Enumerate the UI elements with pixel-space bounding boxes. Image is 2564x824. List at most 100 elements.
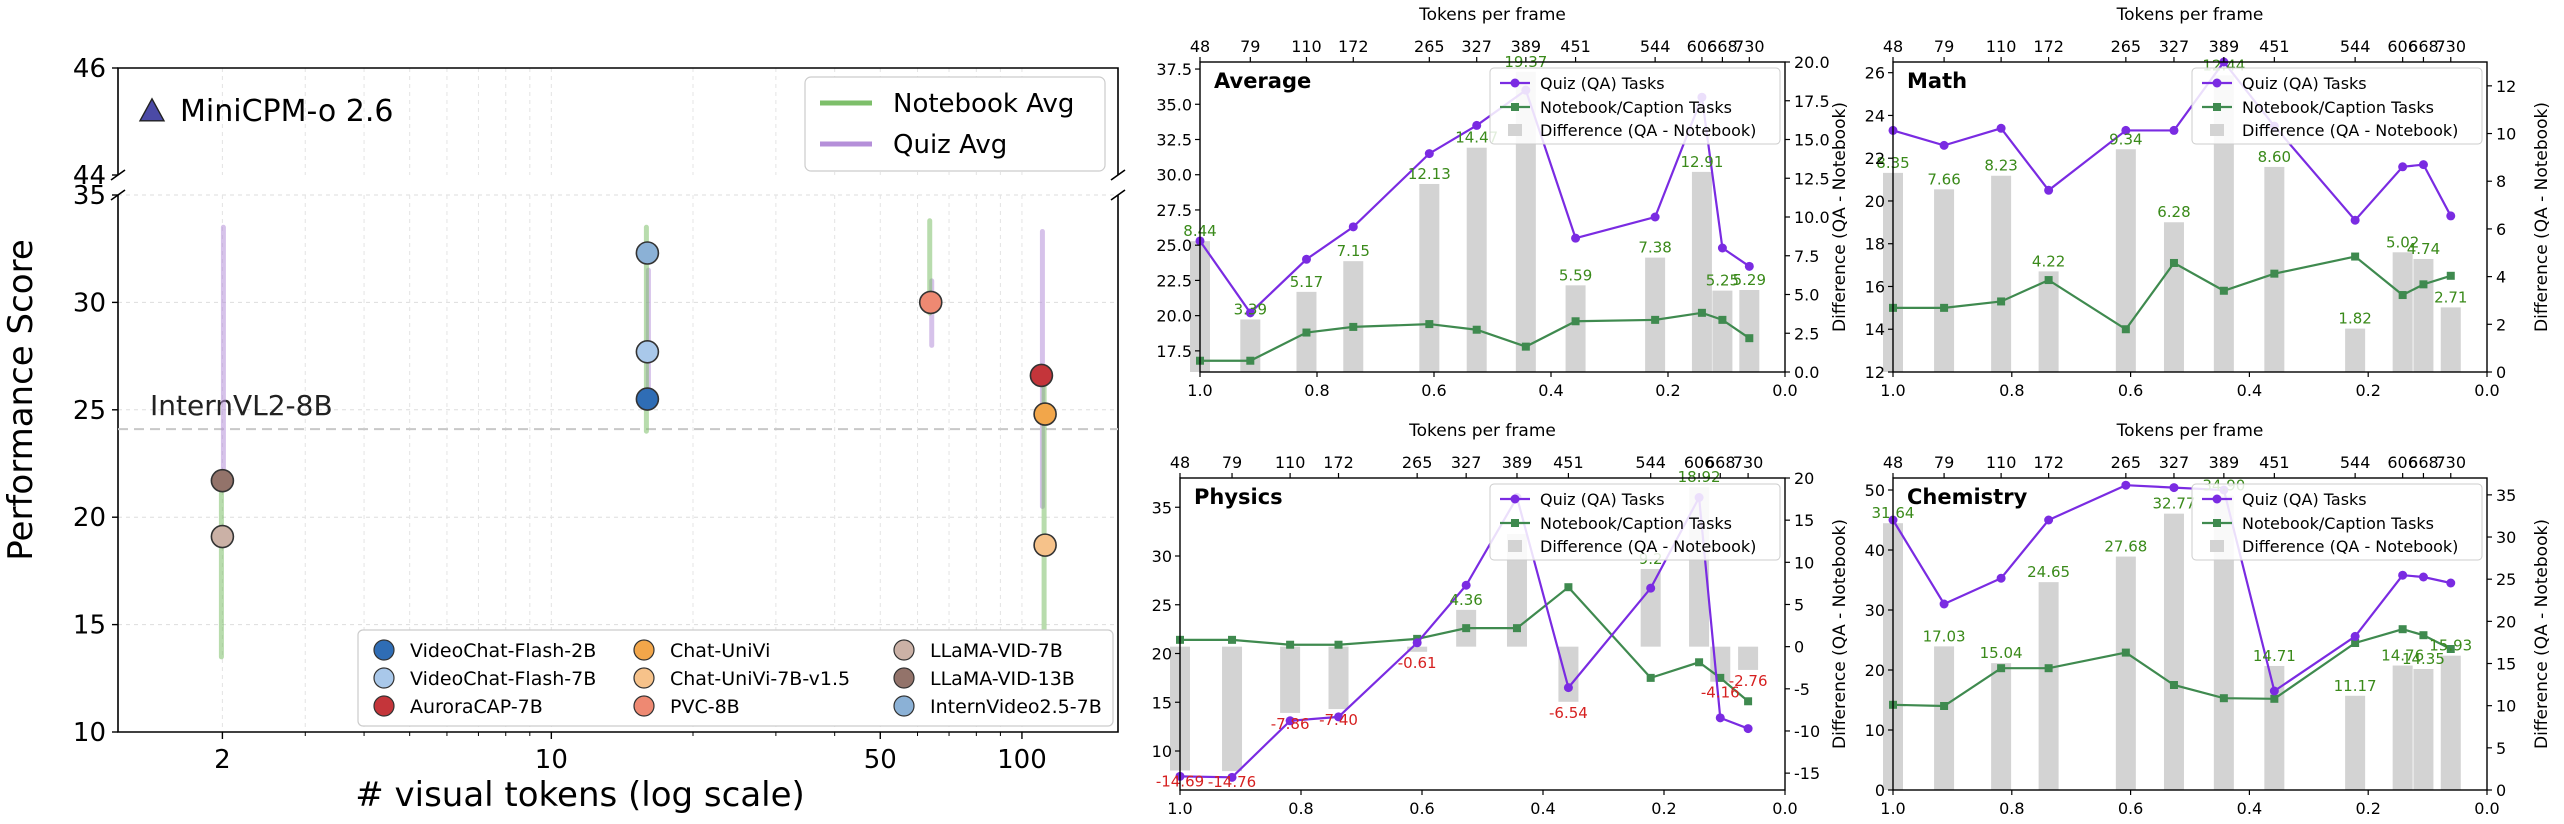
- difference-bar: [1328, 646, 1349, 710]
- top-tick-label: 327: [2159, 37, 2190, 56]
- legend-label: LLaMA-VID-13B: [930, 668, 1075, 690]
- difference-label: 11.17: [2334, 677, 2377, 695]
- notebook-point: [1716, 673, 1725, 682]
- legend-marker: [373, 667, 395, 689]
- notebook-point: [1228, 635, 1237, 644]
- top-tick-label: 79: [1222, 453, 1242, 472]
- y-tick-label: 17.5: [1156, 342, 1192, 361]
- y-tick-label: 25.0: [1156, 236, 1192, 255]
- difference-bar: [2115, 149, 2136, 372]
- difference-label: -2.76: [1729, 672, 1768, 690]
- difference-bar: [2345, 695, 2366, 790]
- y2-tick-label: 15.0: [1794, 131, 1830, 150]
- quiz-point: [1717, 243, 1727, 253]
- legend-marker: [633, 695, 655, 717]
- difference-bar: [2264, 665, 2285, 790]
- legend-marker: [633, 639, 655, 661]
- legend-box: [2191, 483, 2483, 561]
- top-tick-label: 110: [1986, 453, 2017, 472]
- quiz-point: [1412, 638, 1422, 648]
- panel-physics: -14.69-14.76-7.86-7.40-0.614.36-6.549.21…: [1152, 421, 1850, 818]
- difference-label: 1.82: [2338, 310, 2371, 328]
- difference-bar: [1343, 261, 1364, 372]
- y2-tick-label: 10: [2496, 697, 2516, 716]
- top-tick-label: 730: [1733, 453, 1764, 472]
- panel-chemistry: 31.6417.0315.0424.6527.6832.7734.9014.71…: [1865, 421, 2552, 818]
- y2-tick-label: 0: [2496, 781, 2506, 800]
- legend-marker-notebook: [1511, 103, 1519, 111]
- y-tick-label: 46: [73, 54, 106, 84]
- y-tick-label: 15: [73, 611, 106, 641]
- difference-label: 5.25: [1706, 272, 1739, 290]
- top-tick-label: 265: [2111, 37, 2142, 56]
- difference-bar: [2345, 328, 2366, 372]
- y-tick-label: 10: [1152, 742, 1172, 761]
- panel-title: Chemistry: [1907, 485, 2028, 509]
- notebook-point: [1472, 325, 1481, 334]
- quiz-point: [1996, 573, 2006, 583]
- notebook-point: [1718, 315, 1727, 324]
- quiz-point: [1715, 713, 1725, 723]
- quiz-point: [2121, 125, 2131, 135]
- notebook-point: [1246, 356, 1255, 365]
- legend-models: VideoChat-Flash-2B VideoChat-Flash-7B Auro…: [357, 629, 1114, 727]
- data-point: [635, 241, 660, 265]
- top-tick-label: 327: [1461, 37, 1492, 56]
- y-tick-label: 20.0: [1156, 307, 1192, 326]
- top-tick-label: 730: [2435, 453, 2466, 472]
- y2-tick-label: 2.5: [1794, 324, 1819, 343]
- notebook-point: [2398, 625, 2407, 634]
- notebook-point: [1571, 317, 1580, 326]
- difference-bar: [2213, 75, 2234, 372]
- quiz-point: [2044, 515, 2054, 525]
- y2-tick-label: 10: [1794, 553, 1814, 572]
- panel-legend: Quiz (QA) Tasks Notebook/Caption Tasks Dif…: [1489, 67, 1781, 145]
- notebook-point: [1651, 315, 1660, 324]
- top-tick-label: 172: [2033, 37, 2064, 56]
- notebook-point: [1940, 702, 1949, 710]
- difference-label: 5.59: [1559, 266, 1592, 284]
- axes-frame: [1179, 477, 1786, 791]
- difference-bar: [1515, 71, 1536, 372]
- y2-tick-label: 15: [1794, 511, 1814, 530]
- notebook-point: [2121, 648, 2130, 657]
- x-tick-label: 0.4: [1538, 381, 1563, 400]
- legend-label: Chat-UniVi: [670, 640, 770, 662]
- x-tick-label: 2: [214, 745, 231, 775]
- difference-bar: [2392, 252, 2413, 372]
- quiz-point: [1334, 712, 1344, 722]
- quiz-point: [1461, 580, 1471, 590]
- notebook-point: [1425, 320, 1434, 329]
- quiz-point: [2121, 480, 2131, 490]
- x-tick-label: 100: [997, 745, 1047, 775]
- legend-label: Quiz (QA) Tasks: [2242, 490, 2367, 509]
- x-tick-label: 0.8: [1999, 381, 2024, 400]
- y2-tick-label: 17.5: [1794, 92, 1830, 111]
- quiz-point: [1939, 140, 1949, 150]
- top-tick-label: 668: [1707, 37, 1738, 56]
- x-tick-label: 0.4: [1530, 799, 1555, 818]
- quiz-point: [2418, 160, 2428, 170]
- top-tick-label: 451: [2259, 453, 2290, 472]
- difference-bar: [1991, 663, 2012, 790]
- y-tick-label: 25: [73, 396, 106, 426]
- difference-label: 7.38: [1638, 239, 1671, 257]
- top-tick-label: 110: [1275, 453, 1306, 472]
- notebook-point: [2044, 664, 2053, 673]
- legend-marker: [373, 639, 395, 661]
- axes-frame: [1892, 477, 2488, 791]
- quiz-point: [2398, 570, 2408, 580]
- notebook-point: [1512, 624, 1521, 633]
- minicpm-label: MiniCPM-o 2.6: [180, 94, 393, 129]
- legend-label: Quiz (QA) Tasks: [1540, 490, 1665, 509]
- legend-label: Chat-UniVi-7B-v1.5: [670, 668, 850, 690]
- reference-label: InternVL2-8B: [150, 389, 333, 422]
- y2-tick-label: 10: [2496, 125, 2516, 144]
- quiz-point: [2398, 162, 2408, 172]
- y-tick-label: 30.0: [1156, 166, 1192, 185]
- legend-box: [2191, 67, 2483, 145]
- difference-label: 7.66: [1927, 170, 1960, 188]
- x-tick-label: 0.8: [1288, 799, 1313, 818]
- x-tick-label: 0.6: [2118, 799, 2143, 818]
- difference-bar: [1407, 646, 1428, 652]
